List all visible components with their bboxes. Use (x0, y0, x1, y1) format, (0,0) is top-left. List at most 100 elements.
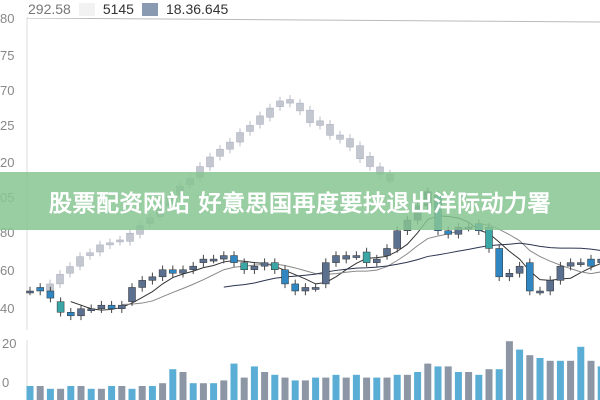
candle-body (209, 258, 218, 262)
volume-bar (67, 386, 75, 400)
volume-bar (414, 372, 422, 400)
volume-bar (169, 369, 177, 400)
legend-value-3: 18.36.645 (165, 1, 229, 17)
volume-bar (505, 341, 513, 400)
candle-body (322, 262, 330, 285)
candle-body (526, 262, 534, 292)
candle-body (577, 262, 585, 265)
volume-bar (454, 372, 462, 400)
candle-body (230, 255, 238, 263)
volume-bar (210, 383, 218, 400)
volume-bar (240, 377, 248, 400)
candle-body (189, 265, 197, 270)
volume-bar (36, 386, 44, 400)
volume-bar (567, 360, 575, 400)
candle-body (67, 312, 75, 317)
candle-body (336, 134, 344, 140)
volume-bar (291, 380, 299, 400)
y-tick-label: 40 (0, 301, 14, 316)
y-tick-label: 70 (0, 83, 14, 98)
candle-body (138, 280, 146, 288)
candle-body (281, 269, 289, 285)
y-tick-label: 75 (0, 48, 14, 63)
candle-body (118, 304, 126, 309)
ma10-line (121, 224, 600, 305)
candle-body (158, 269, 167, 278)
volume-bar (352, 374, 360, 400)
candle-body (226, 141, 234, 150)
volume-bar (87, 388, 95, 400)
candle-body (96, 244, 104, 253)
volume-bar (546, 360, 554, 400)
volume-bar (108, 386, 116, 400)
volume-bar (138, 386, 146, 400)
volume-bar (577, 346, 585, 400)
volume-bar (393, 374, 401, 400)
candle-body (291, 283, 299, 292)
candle-body (106, 242, 114, 246)
candle-body (356, 145, 364, 160)
volume-bar (312, 377, 320, 400)
candle-body (352, 255, 361, 258)
volume-bar (189, 383, 197, 400)
candle-body (546, 280, 554, 292)
headline-text: 股票配资网站 好意思国再度要挟退出洋际动力署 (48, 191, 551, 217)
candle-body (199, 258, 208, 263)
candle-body (66, 266, 74, 274)
candle-body (346, 138, 354, 148)
volume-tick-label: 20 (2, 336, 16, 351)
candle-body (206, 156, 214, 168)
candle-body (86, 252, 94, 256)
volume-tick-label: 0 (2, 375, 9, 390)
candle-body (311, 287, 320, 290)
y-tick-label: 20 (0, 155, 14, 170)
candle-body (515, 265, 524, 274)
volume-bar (322, 377, 330, 400)
volume-bar (148, 386, 156, 400)
legend-value-2: 5145 (102, 1, 134, 17)
volume-bar (403, 374, 411, 400)
candle-body (316, 120, 324, 126)
candle-body (444, 230, 452, 235)
candle-body (276, 100, 284, 107)
volume-bar (57, 388, 65, 400)
candle-body (128, 287, 136, 302)
candle-body (220, 255, 228, 260)
candle-body (36, 287, 44, 292)
volume-bar (556, 360, 564, 400)
y-tick-label: 80 (0, 11, 14, 26)
legend-value-1: 292.58 (28, 1, 71, 17)
volume-bar (159, 383, 167, 400)
candle-body (46, 290, 55, 299)
volume-bar (465, 372, 473, 400)
volume-bar (536, 358, 544, 400)
candle-body (56, 301, 65, 313)
volume-bar (281, 377, 289, 400)
candle-body (495, 248, 503, 278)
candle-body (76, 256, 84, 267)
candle-body (362, 251, 371, 263)
volume-bar (46, 388, 54, 400)
candle-body (342, 255, 350, 260)
candle-body (169, 269, 177, 274)
legend-swatch-3 (141, 2, 158, 16)
candle-body (107, 304, 116, 309)
candle-body (256, 115, 264, 125)
volume-bar (516, 349, 524, 400)
candle-body (597, 258, 600, 263)
candle-body (77, 308, 85, 317)
candle-body (56, 274, 64, 285)
candle-body (87, 308, 95, 311)
candle-body (126, 232, 134, 242)
volume-bar (444, 366, 452, 400)
volume-bar (77, 386, 85, 400)
volume-bar (526, 355, 534, 400)
headline-banner: 股票配资网站 好意思国再度要挟退出洋际动力署 (0, 172, 600, 230)
candle-body (536, 290, 544, 294)
volume-bar (495, 369, 503, 400)
candle-body (393, 230, 401, 249)
candle-body (505, 273, 514, 278)
volume-bar (597, 366, 600, 400)
volume-bar (26, 386, 34, 400)
candle-body (97, 304, 106, 309)
